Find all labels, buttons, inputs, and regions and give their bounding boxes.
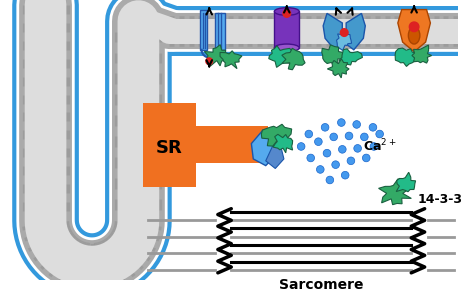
Circle shape — [297, 142, 305, 150]
Polygon shape — [282, 48, 305, 70]
Polygon shape — [346, 13, 365, 50]
Polygon shape — [200, 10, 207, 50]
Polygon shape — [251, 130, 275, 166]
Circle shape — [338, 145, 346, 153]
Circle shape — [315, 138, 322, 145]
Circle shape — [363, 154, 370, 162]
Ellipse shape — [274, 8, 299, 15]
Circle shape — [369, 124, 377, 131]
Ellipse shape — [274, 44, 299, 52]
Circle shape — [361, 133, 368, 141]
Text: 14-3-3: 14-3-3 — [418, 193, 463, 206]
Ellipse shape — [409, 27, 420, 44]
Text: Ca$^{2+}$: Ca$^{2+}$ — [364, 137, 397, 154]
Circle shape — [354, 145, 362, 152]
Text: SR: SR — [155, 139, 182, 157]
Polygon shape — [379, 179, 411, 205]
Polygon shape — [395, 48, 419, 66]
Polygon shape — [274, 11, 299, 48]
Circle shape — [337, 119, 345, 126]
Circle shape — [323, 149, 331, 157]
Circle shape — [376, 130, 383, 138]
Polygon shape — [261, 124, 292, 146]
Circle shape — [206, 58, 213, 65]
Polygon shape — [412, 45, 432, 63]
Polygon shape — [269, 46, 293, 67]
Text: Sarcomere: Sarcomere — [279, 278, 364, 292]
Circle shape — [353, 121, 361, 128]
Polygon shape — [266, 144, 284, 168]
Circle shape — [326, 176, 334, 184]
Circle shape — [330, 133, 337, 141]
Circle shape — [305, 130, 313, 138]
Circle shape — [317, 166, 324, 173]
Polygon shape — [215, 13, 225, 50]
Polygon shape — [196, 126, 268, 163]
Polygon shape — [339, 49, 363, 65]
Circle shape — [283, 10, 291, 17]
Polygon shape — [273, 134, 292, 153]
Circle shape — [347, 157, 355, 165]
Circle shape — [345, 132, 353, 140]
Polygon shape — [328, 59, 349, 78]
Polygon shape — [337, 33, 352, 51]
Circle shape — [370, 142, 378, 150]
Circle shape — [341, 171, 349, 179]
Circle shape — [321, 124, 329, 131]
Polygon shape — [143, 103, 196, 187]
Polygon shape — [220, 51, 242, 69]
Polygon shape — [204, 45, 233, 66]
Circle shape — [307, 154, 315, 162]
Circle shape — [340, 29, 348, 36]
Polygon shape — [322, 45, 347, 65]
Circle shape — [410, 22, 419, 32]
Circle shape — [332, 161, 339, 168]
Polygon shape — [323, 13, 342, 50]
Polygon shape — [396, 172, 416, 192]
Polygon shape — [398, 10, 430, 52]
